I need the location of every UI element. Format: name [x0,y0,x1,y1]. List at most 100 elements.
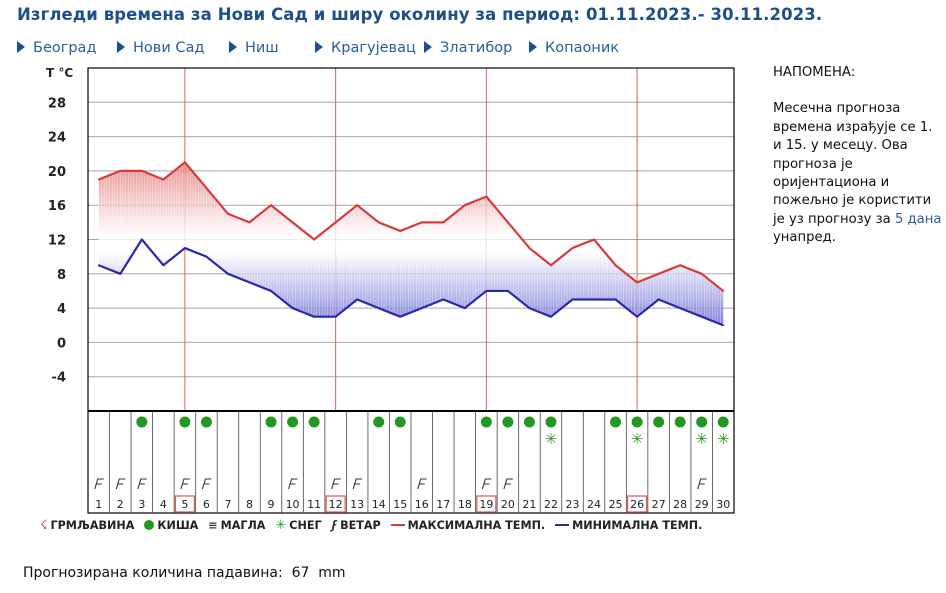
triangle-right-icon [229,41,237,53]
min-temp-point [291,307,294,309]
city-link-3[interactable]: Ниш [229,40,279,56]
precipitation-summary: Прогнозирана количина падавина: 67 mm [23,565,346,581]
triangle-right-icon [17,41,25,53]
max-temp-point [334,221,337,224]
city-link-label: Београд [33,40,97,56]
max-temp-point [722,290,725,292]
legend-thunder: ☇ ГРМЉАВИНА [40,518,134,533]
day-label: 10 [286,498,300,511]
day-label: 17 [436,498,450,511]
day-label: 22 [544,498,558,511]
max-temp-point [291,221,294,224]
precip-unit: mm [318,565,346,581]
min-temp-point [162,264,165,267]
snow-icon: ✳ [275,518,287,533]
day-label: 9 [268,498,275,511]
city-link-5[interactable]: Златибор [424,40,512,56]
temperature-band [98,162,724,326]
day-label: 6 [203,498,210,511]
day-label: 21 [522,498,536,511]
day-label: 1 [95,498,102,511]
day-label: 19 [479,498,493,511]
city-link-2[interactable]: Нови Сад [117,40,204,56]
thunder-icon: ☇ [40,518,48,533]
legend-max-label: МАКСИМАЛНА ТЕМП. [407,519,546,532]
rain-icon [653,416,665,428]
triangle-right-icon [424,41,432,53]
y-tick-label: 24 [48,131,66,146]
day-label: 23 [566,498,580,511]
day-label: 14 [372,498,386,511]
note-heading: НАПОМЕНА: [773,65,856,80]
legend-fog-label: МАГЛА [220,519,266,532]
wind-icon [352,478,363,490]
day-label: 15 [393,498,407,511]
y-tick-label: 4 [57,302,66,317]
precip-label: Прогнозирана количина падавина: [23,565,283,581]
snow-icon: ✳ [717,430,730,448]
min-temp-point [399,315,402,318]
day-label: 25 [609,498,623,511]
triangle-right-icon [529,41,537,53]
legend-wind: ϝ ВЕТАР [332,519,381,532]
max-temp-point [162,178,165,181]
max-temp-point [657,272,660,275]
min-temp-point [593,298,595,301]
max-temp-point [97,178,100,181]
rain-icon [717,416,729,428]
min-temp-point [614,298,617,301]
min-temp-point [227,272,229,275]
max-temp-point [313,238,315,241]
note-body: Месечна прогноза времена израђује се 1. … [773,100,943,247]
max-temp-point [614,264,617,267]
day-label: 16 [415,498,429,511]
wind-icon [180,478,190,490]
rain-icon [136,416,148,428]
legend-rain-label: КИША [157,519,199,532]
city-link-4[interactable]: Крагујевац [315,40,416,56]
rain-icon [480,416,492,428]
min-temp-point [528,307,531,309]
legend-rain: КИША [144,519,198,532]
five-day-forecast-link[interactable]: 5 дана [894,211,942,227]
city-link-1[interactable]: Београд [17,40,96,56]
min-temp-point [442,298,445,301]
day-label: 30 [716,498,730,511]
y-tick-label: 12 [48,234,66,249]
y-tick-label: 16 [48,199,66,214]
wind-icon [115,478,126,490]
min-temp-point [334,315,337,318]
rain-icon [179,416,191,428]
min-temp-point [550,315,552,318]
precip-value: 67 [291,565,310,581]
city-link-label: Копаоник [545,40,620,56]
min-temp-point [420,307,423,309]
y-tick-label: -4 [52,371,66,386]
snow-icon: ✳ [545,430,558,448]
triangle-right-icon [315,41,323,53]
max-temp-point [593,238,595,241]
city-link-label: Ниш [245,40,279,56]
rain-icon [610,416,622,428]
min-temp-point [205,255,208,258]
max-temp-point [679,264,682,267]
legend-fog: ≡ МАГЛА [208,519,265,532]
day-label: 27 [652,498,666,511]
max-temp-point [485,195,488,198]
rain-icon [545,416,557,428]
max-temp-point [399,230,402,232]
day-label: 4 [160,498,167,511]
rain-icon [502,416,514,428]
city-link-6[interactable]: Копаоник [529,40,619,56]
min-temp-point [679,307,682,309]
max-temp-point [248,221,251,224]
day-label: 12 [329,498,343,511]
legend-min-temp: МИНИМАЛНА ТЕМП. [555,519,702,532]
max-temp-point [140,170,143,172]
day-label: 5 [181,498,188,511]
legend: ☇ ГРМЉАВИНА КИША ≡ МАГЛА ✳ СНЕГ ϝ ВЕТАР МАКС… [40,518,708,533]
max-temp-point [507,221,509,224]
max-temp-point [356,204,359,207]
note-text: Месечна прогноза времена израђује се 1. … [773,101,933,227]
